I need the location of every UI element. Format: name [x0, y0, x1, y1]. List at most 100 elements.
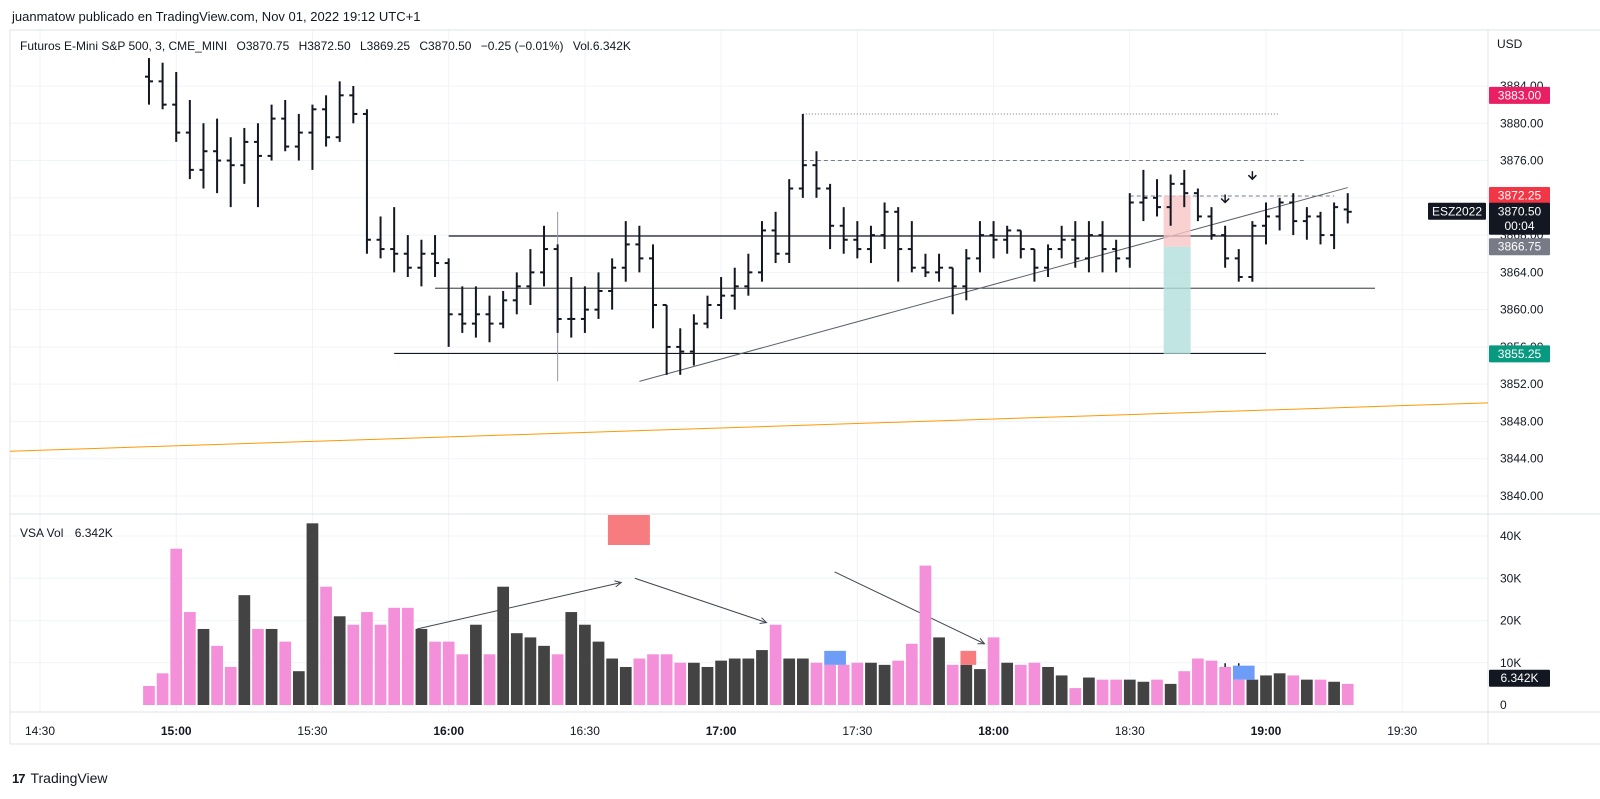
volume-bar [1137, 681, 1150, 705]
volume-bar [851, 662, 864, 705]
time-tick-label: 14:30 [25, 724, 55, 738]
volume-arrow [634, 577, 767, 624]
volume-bar [728, 658, 741, 705]
volume-bar [320, 586, 332, 705]
volume-bar [1096, 679, 1109, 705]
legend-symbol: Futuros E-Mini S&P 500, 3, CME_MINI [20, 39, 227, 53]
volume-bar [1014, 664, 1027, 705]
volume-bar [674, 662, 687, 705]
price-label-value: 3872.25 [1498, 188, 1542, 202]
volume-bar [905, 643, 918, 705]
legend-change: −0.25 (−0.01%) [481, 39, 564, 53]
volume-bar [388, 607, 401, 705]
volume-bar [143, 685, 155, 705]
volume-bar [892, 660, 905, 705]
volume-title: VSA Vol [20, 526, 63, 540]
volume-bar [292, 671, 305, 705]
volume-bar [1314, 679, 1327, 705]
volume-tick-label: 20K [1500, 614, 1521, 628]
volume-bar [756, 650, 768, 705]
volume-bar [333, 616, 346, 705]
price-tick-label: 3844.00 [1500, 452, 1544, 466]
volume-bar [715, 660, 727, 705]
volume-bar [837, 664, 850, 705]
volume-bar [974, 669, 986, 705]
volume-bar [1178, 671, 1191, 705]
volume-bar [551, 654, 564, 705]
volume-bar [606, 658, 618, 705]
plot-background [0, 26, 1600, 716]
volume-bar [238, 595, 251, 705]
volume-bar [1273, 673, 1286, 705]
volume-bar [565, 612, 578, 705]
legend-low: L3869.25 [360, 39, 410, 53]
symbol-tag-box [1428, 202, 1486, 220]
price-label-value: 3866.75 [1498, 240, 1542, 254]
legend-open: O3870.75 [237, 39, 290, 53]
volume-bar [796, 658, 809, 705]
volume-bar [1232, 679, 1245, 705]
time-tick-label: 19:00 [1251, 724, 1282, 738]
volume-bar [1164, 683, 1177, 705]
price-label-box [1489, 238, 1550, 256]
volume-bar [633, 658, 646, 705]
tradingview-logo-icon: 17 [12, 770, 26, 786]
orange-trendline [9, 402, 1489, 452]
volume-bar [497, 586, 510, 705]
volume-bar [361, 612, 373, 705]
volume-signal-marker [960, 650, 977, 665]
volume-bar [579, 624, 591, 705]
volume-bar [279, 641, 292, 705]
volume-bar [483, 654, 496, 705]
ohlc-bars [144, 58, 1352, 375]
chart-legend: Futuros E-Mini S&P 500, 3, CME_MINI O387… [20, 39, 631, 53]
volume-bar [510, 633, 523, 705]
volume-bar [1001, 662, 1014, 705]
volume-bar [824, 664, 836, 705]
volume-bar [470, 624, 482, 705]
volume-bars [143, 515, 1354, 705]
volume-bar [374, 624, 387, 705]
time-tick-label: 15:00 [161, 724, 192, 738]
volume-bar [252, 628, 264, 705]
volume-bar [224, 666, 237, 705]
volume-bar [170, 548, 183, 705]
volume-signal-marker [607, 515, 650, 545]
time-tick-label: 18:30 [1115, 724, 1145, 738]
volume-bar [1110, 679, 1123, 705]
price-label-box [1489, 345, 1550, 363]
time-tick-label: 19:30 [1387, 724, 1417, 738]
volume-last: 6.342K [75, 526, 113, 540]
volume-bar [878, 664, 891, 705]
price-tick-label: 3860.00 [1500, 303, 1544, 317]
price-label-value: 3855.25 [1498, 347, 1542, 361]
volume-bar [347, 624, 360, 705]
time-tick-label: 18:00 [978, 724, 1009, 738]
price-tick-label: 3880.00 [1500, 116, 1544, 130]
volume-bar [865, 662, 877, 705]
volume-bar [456, 654, 469, 705]
volume-bar [1205, 660, 1218, 705]
volume-bar [619, 666, 632, 705]
volume-bar [211, 645, 223, 705]
volume-bar [401, 607, 414, 705]
stop-zone [1163, 195, 1191, 247]
volume-bar [524, 637, 537, 705]
volume-bar [429, 641, 441, 705]
volume-bar [197, 628, 210, 705]
publisher-line: juanmatow publicado en TradingView.com, … [12, 9, 421, 24]
volume-bar [1219, 666, 1231, 705]
legend-volume: Vol.6.342K [573, 39, 631, 53]
volume-bar [415, 628, 428, 705]
time-tick-label: 16:30 [570, 724, 600, 738]
volume-bar [1260, 675, 1272, 705]
brand-name: TradingView [30, 770, 108, 786]
price-label-value: 3883.00 [1498, 88, 1542, 102]
currency-label: USD [1497, 37, 1523, 51]
arrowhead-icon [977, 637, 986, 645]
volume-bar [442, 641, 455, 705]
price-label-box [1489, 202, 1550, 235]
price-label-box [1489, 186, 1550, 204]
